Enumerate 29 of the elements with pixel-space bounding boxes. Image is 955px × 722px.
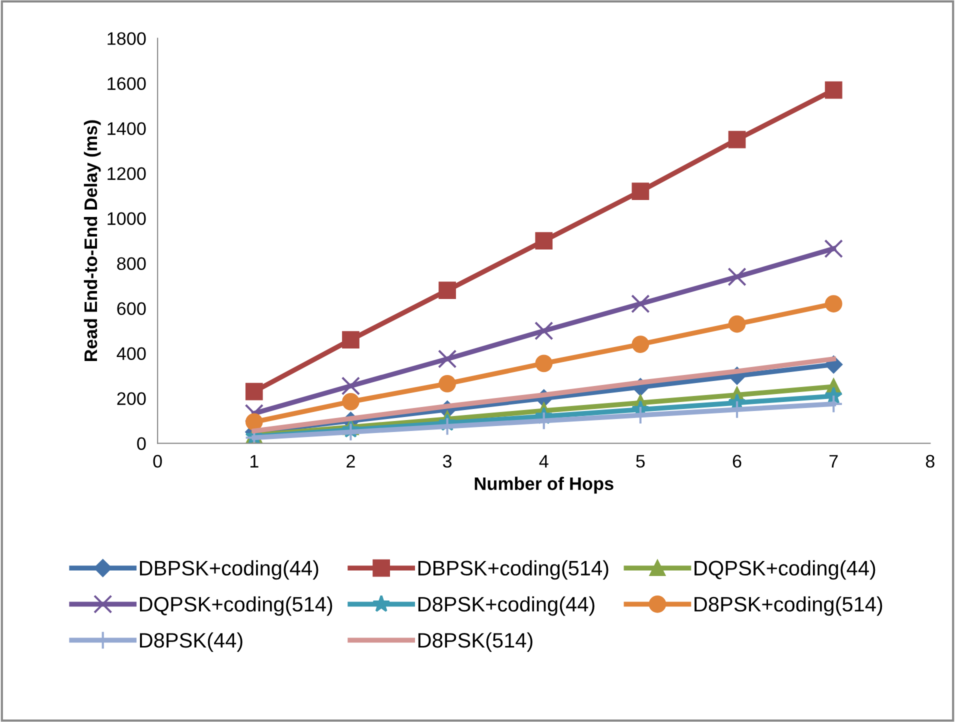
y-tick-label: 1000 — [108, 212, 146, 226]
legend-label: D8PSK+coding(44) — [418, 596, 594, 616]
x-tick-label: 5 — [636, 455, 645, 468]
y-tick-label: 600 — [117, 302, 146, 316]
y-tick-label: 400 — [116, 347, 146, 360]
legend-label: D8PSK+coding(514) — [694, 596, 882, 616]
y-tick-label: 1400 — [108, 122, 146, 135]
legend-label: DBPSK+coding(514) — [418, 560, 608, 580]
x-tick-label: 0 — [153, 454, 162, 468]
legend-label: D8PSK(514) — [418, 632, 532, 652]
y-tick-label: 800 — [117, 257, 146, 270]
x-axis-title: Number of Hops — [474, 476, 614, 494]
x-tick-label: 4 — [539, 455, 548, 468]
y-axis-title: Read End-to-End Delay (ms) — [84, 120, 101, 361]
x-tick-label: 8 — [926, 454, 934, 468]
x-tick-label: 2 — [346, 454, 355, 468]
legend-label: DQPSK+coding(44) — [694, 560, 876, 580]
y-tick-label: 1200 — [108, 167, 146, 180]
x-tick-label: 6 — [732, 454, 742, 468]
x-tick-label: 3 — [442, 454, 452, 468]
x-tick-label: 1 — [250, 455, 258, 468]
y-tick-label: 200 — [117, 392, 146, 406]
legend-label: DQPSK+coding(514) — [140, 596, 332, 616]
y-tick-label: 0 — [137, 437, 146, 450]
x-tick-label: 7 — [830, 455, 838, 468]
legend-label: D8PSK(44) — [140, 632, 242, 652]
y-tick-label: 1800 — [108, 32, 146, 45]
y-tick-label: 1600 — [108, 77, 146, 90]
legend-label: DBPSK+coding(44) — [140, 560, 318, 580]
